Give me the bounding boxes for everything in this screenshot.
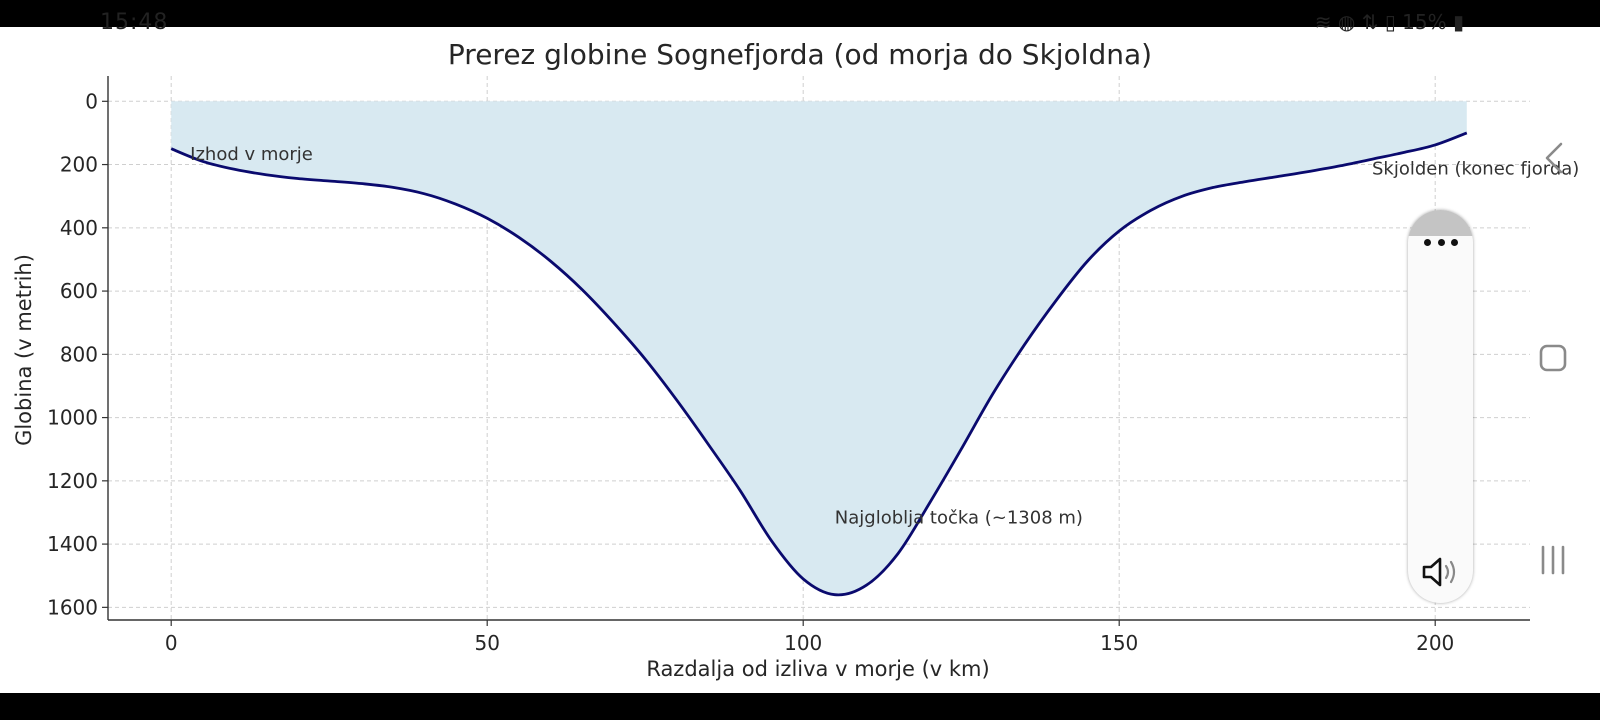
x-tick-label: 100	[784, 631, 822, 655]
depth-profile-line	[170, 131, 1468, 597]
y-tick-label: 0	[85, 89, 98, 113]
floating-toolbar[interactable]	[1408, 210, 1473, 603]
y-tick-label: 800	[60, 342, 98, 366]
depth-area	[171, 101, 1467, 595]
x-tick-label: 50	[474, 631, 499, 655]
more-dots-icon[interactable]	[1424, 236, 1458, 248]
recents-icon[interactable]	[1535, 542, 1571, 578]
y-tick-label: 1200	[47, 469, 98, 493]
annotation-label: Izhod v morje	[190, 144, 313, 165]
depth-profile-chart: 0 50 100 150 200 0 200 400 600 800 1000 1200 1400 160…	[12, 38, 1579, 681]
x-tick-label: 200	[1416, 631, 1454, 655]
chart-canvas: 0 50 100 150 200 0 200 400 600 800 1000 1200 1400 160…	[0, 27, 1600, 693]
home-square-icon[interactable]	[1535, 340, 1571, 376]
annotation-label: Najgloblja točka (~1308 m)	[835, 508, 1083, 529]
axes	[102, 76, 1530, 626]
status-bar: 15:48 ≋ ◍ ⇅ ▯ 15% ▮	[0, 0, 1600, 35]
series-line-layer	[170, 131, 1468, 597]
x-tick-label: 0	[165, 631, 178, 655]
chart-title: Prerez globine Sognefjorda (od morja do …	[448, 38, 1152, 71]
x-axis-label: Razdalja od izliva v morje (v km)	[646, 657, 989, 681]
x-tick-label: 150	[1100, 631, 1138, 655]
y-tick-label: 1400	[47, 532, 98, 556]
tick-labels: 0 50 100 150 200 0 200 400 600 800 1000 1200 1400 160…	[47, 89, 1454, 655]
annotation-label: Skjolden (konec fjorda)	[1372, 159, 1579, 180]
area-fill-layer	[171, 101, 1467, 595]
annotations: Izhod v morje Najgloblja točka (~1308 m) S…	[190, 144, 1579, 529]
toolbar-drag-handle[interactable]	[1408, 210, 1473, 236]
y-axis-label: Globina (v metrih)	[12, 254, 36, 446]
chevron-left-icon[interactable]	[1535, 140, 1571, 176]
y-tick-label: 200	[60, 153, 98, 177]
y-tick-label: 400	[60, 216, 98, 240]
y-tick-label: 1600	[47, 595, 98, 619]
y-tick-label: 600	[60, 279, 98, 303]
y-tick-label: 1000	[47, 406, 98, 430]
volume-icon[interactable]	[1420, 554, 1462, 590]
